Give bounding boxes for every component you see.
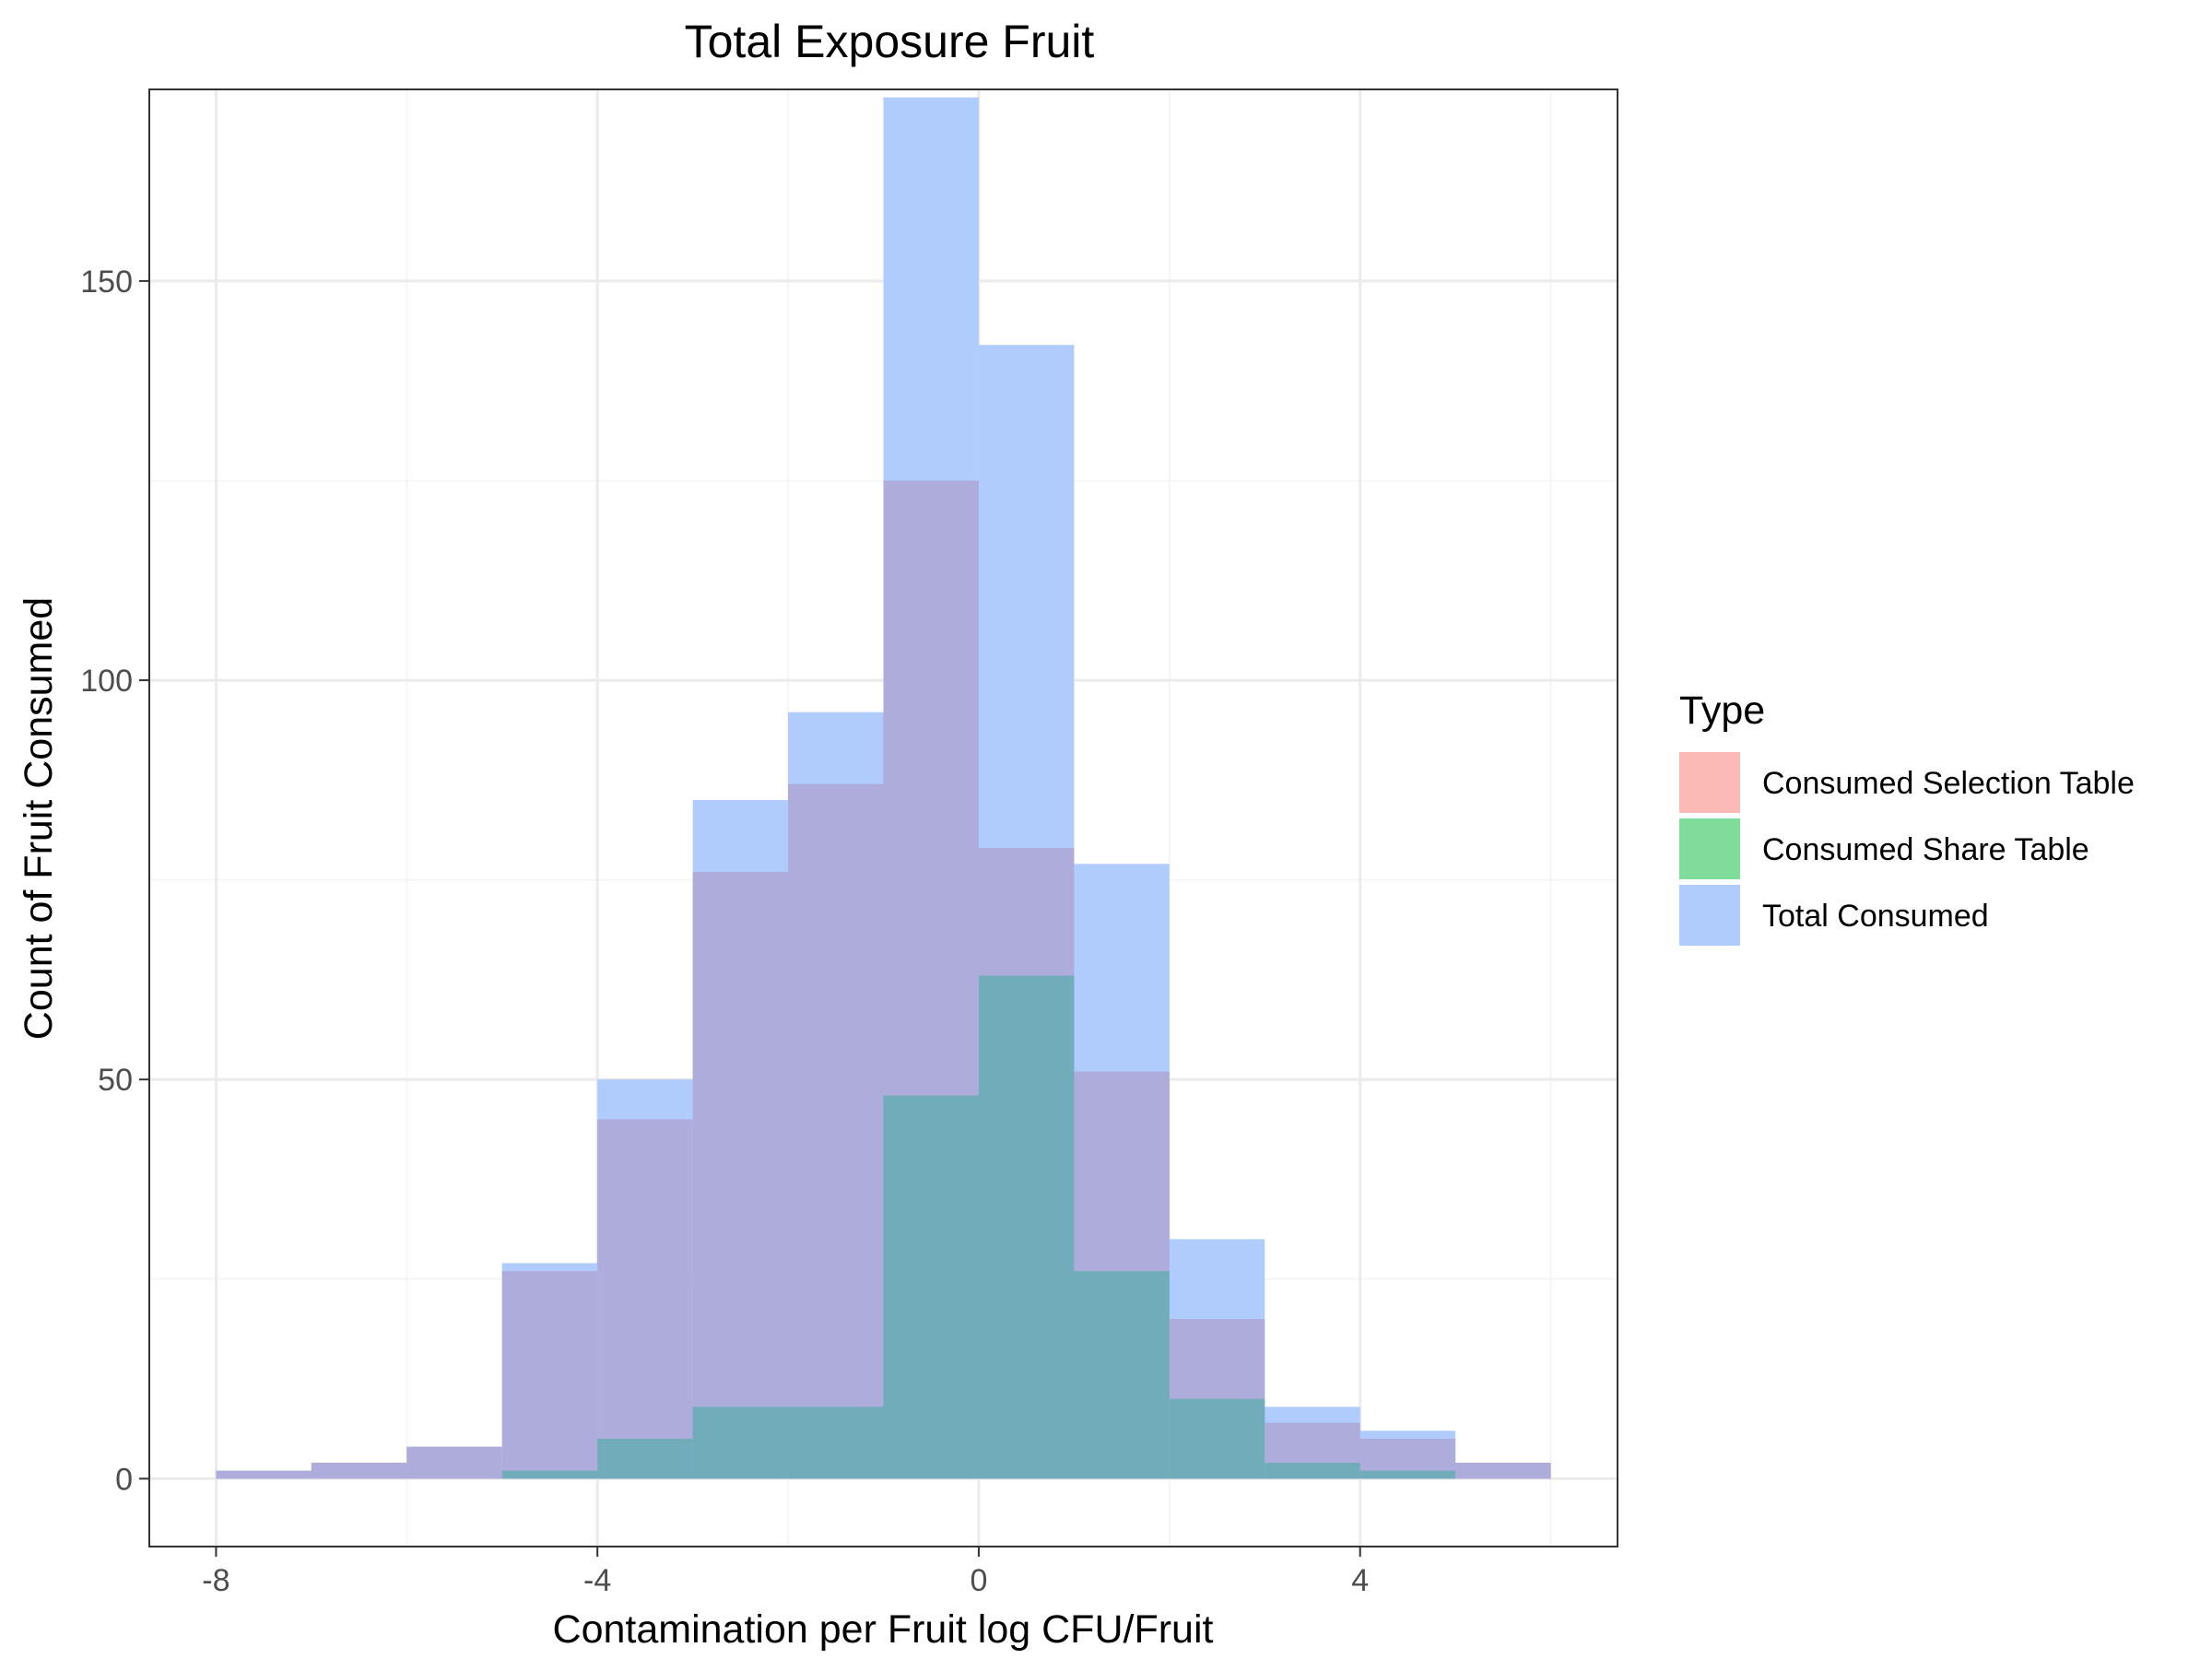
- y-tick-label-0: 0: [115, 1462, 133, 1497]
- bar-consumed-share-table-10: [1169, 1398, 1265, 1479]
- plot-panel: [148, 88, 1618, 1547]
- bar-consumed-share-table-3: [501, 1470, 598, 1479]
- bar-consumed-selection-table-5: [692, 871, 789, 1479]
- legend: Type Consumed Selection Table Consumed Sh…: [1679, 688, 2135, 946]
- bar-consumed-share-table-8: [978, 975, 1075, 1479]
- legend-key-total-consumed: [1679, 885, 1740, 946]
- legend-entries: Consumed Selection Table Consumed Share T…: [1679, 752, 2135, 946]
- bar-consumed-share-table-5: [692, 1406, 789, 1479]
- x-tick-label-1: -4: [583, 1563, 611, 1598]
- y-tick-label-1: 50: [98, 1063, 133, 1098]
- chart-title: Total Exposure Fruit: [685, 16, 1095, 67]
- legend-key-consumed-share-table: [1679, 818, 1740, 879]
- bar-consumed-share-table-12: [1359, 1470, 1456, 1479]
- bar-consumed-selection-table-3: [501, 1271, 598, 1479]
- bar-consumed-selection-table-6: [788, 783, 884, 1479]
- bar-consumed-selection-table-13: [1455, 1463, 1551, 1479]
- bar-consumed-share-table-11: [1265, 1463, 1360, 1479]
- x-axis: -8 -4 0 4: [202, 1547, 1369, 1598]
- y-axis-title: Count of Fruit Consumed: [17, 597, 61, 1040]
- panel-border: [148, 88, 1618, 1547]
- bar-consumed-selection-table-1: [311, 1463, 407, 1479]
- y-tick-label-3: 150: [80, 265, 133, 300]
- legend-label-total-consumed: Total Consumed: [1762, 899, 1989, 934]
- bar-consumed-share-table-4: [597, 1439, 693, 1479]
- y-axis: 0 50 100 150: [80, 265, 149, 1497]
- bar-consumed-selection-table-4: [597, 1119, 693, 1479]
- legend-title: Type: [1679, 688, 1765, 733]
- x-tick-label-0: -8: [202, 1563, 229, 1598]
- bar-consumed-selection-table-0: [216, 1470, 312, 1479]
- bar-consumed-share-table-6: [788, 1406, 884, 1479]
- legend-label-consumed-share-table: Consumed Share Table: [1762, 832, 2089, 867]
- bar-consumed-share-table-7: [883, 1095, 979, 1479]
- x-tick-label-3: 4: [1351, 1563, 1369, 1598]
- bars-consumed-share-table: [501, 975, 1456, 1479]
- bar-consumed-selection-table-2: [406, 1446, 502, 1479]
- x-axis-title: Contamination per Fruit log CFU/Fruit: [553, 1607, 1214, 1652]
- legend-label-consumed-selection-table: Consumed Selection Table: [1762, 766, 2135, 801]
- bar-consumed-share-table-9: [1074, 1271, 1170, 1479]
- y-tick-label-2: 100: [80, 664, 133, 699]
- legend-key-consumed-selection-table: [1679, 752, 1740, 813]
- x-tick-label-2: 0: [970, 1563, 987, 1598]
